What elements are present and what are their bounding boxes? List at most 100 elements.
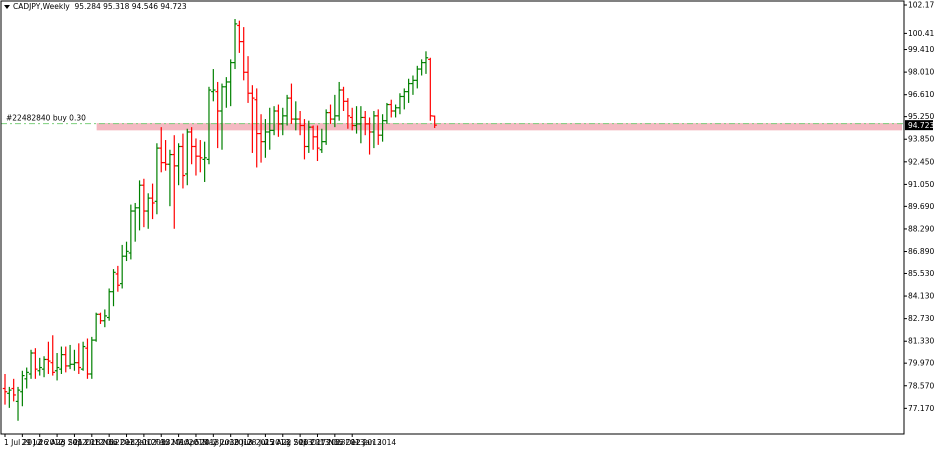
- ohlc-bar: [293, 101, 298, 131]
- ohlc-bar: [363, 111, 368, 136]
- y-tick-label: 91.050: [908, 180, 934, 189]
- dropdown-triangle-icon[interactable]: [4, 5, 10, 9]
- y-tick-label: 96.610: [908, 90, 934, 99]
- ohlc-bar: [41, 356, 47, 378]
- ohlc-bar: [276, 104, 281, 137]
- ohlc-bar: [245, 56, 251, 103]
- chart-header: CADJPY,Weekly 95.284 95.318 94.546 94.72…: [4, 2, 187, 11]
- ohlc-bar: [163, 140, 168, 171]
- y-tick-label: 92.450: [908, 157, 934, 166]
- ohlc-bar: [124, 241, 129, 262]
- ohlc-bar: [2, 373, 8, 405]
- ohlc-bar: [380, 114, 385, 142]
- y-tick-label: 77.170: [908, 404, 934, 413]
- ohlc-bar: [211, 69, 216, 102]
- x-tick-label: 13 Jan 2013: [126, 438, 171, 447]
- x-tick-label: 10 Feb 2013: [143, 438, 190, 447]
- ohlc-bar: [319, 128, 325, 153]
- ohlc-bar: [415, 65, 420, 89]
- y-tick-label: 102.170: [908, 1, 934, 10]
- ohlc-bar: [315, 125, 320, 162]
- ohlc-bar: [119, 244, 125, 289]
- ohlc-bar: [371, 111, 377, 149]
- bars-layer: [2, 19, 437, 421]
- ohlc-bar: [189, 127, 194, 165]
- ohlc-bar: [150, 183, 155, 220]
- x-tick-label: 7 Apr 2013: [178, 438, 220, 447]
- ohlc-bar: [258, 114, 264, 163]
- ohlc-bar: [219, 83, 225, 150]
- x-tick-label: 21 Oct 2012: [73, 438, 120, 447]
- ohlc-bar: [410, 75, 416, 95]
- ohlc-bar: [202, 141, 207, 182]
- ohlc-bar: [167, 149, 173, 207]
- x-tick-label: 17 Nov 2013: [316, 438, 364, 447]
- ohlc-bar: [254, 88, 259, 168]
- ohlc-bar: [15, 386, 21, 421]
- current-price-tag: [905, 120, 933, 131]
- ohlc-bar: [98, 312, 103, 324]
- ohlc-bar: [11, 378, 16, 402]
- ohlc-bar: [185, 128, 190, 186]
- y-tick-label: 82.730: [908, 314, 934, 323]
- x-tick-label: 2 Jun 2013: [212, 438, 253, 447]
- ohlc-bar: [106, 288, 112, 321]
- x-tick-label: 18 Nov 2012: [91, 438, 139, 447]
- ohlc-bar: [284, 94, 290, 126]
- ohlc-bar: [310, 125, 316, 150]
- y-tick-label: 98.010: [908, 68, 934, 77]
- ohlc-bar: [33, 348, 38, 379]
- ohlc-bar: [419, 59, 424, 76]
- ohlc-bar: [93, 312, 99, 342]
- ohlc-bar: [176, 143, 181, 186]
- ohlc-bar: [128, 204, 134, 260]
- ohlc-bar: [28, 349, 34, 379]
- ohlc-bar: [393, 104, 398, 118]
- order-line-layer: #22482840 buy 0.30: [1, 114, 904, 125]
- ohlc-bar: [137, 180, 142, 231]
- ohlc-bar: [306, 120, 311, 153]
- ohlc-bar: [63, 346, 68, 373]
- ohlc-bar: [428, 57, 433, 121]
- ohlc-bar: [406, 78, 411, 103]
- ohlc-bar: [267, 107, 272, 150]
- ohlc-bar: [228, 59, 233, 107]
- ohlc-bar: [24, 367, 29, 389]
- ohlc-bar: [402, 88, 407, 110]
- ohlc-bar: [89, 336, 94, 379]
- ohlc-bar: [345, 98, 351, 129]
- ohlc-bar: [67, 344, 73, 370]
- ohlc-bar: [263, 119, 268, 158]
- ohlc-bar: [328, 104, 333, 124]
- ohlc-bar: [271, 106, 277, 136]
- ohlc-bar: [389, 99, 394, 118]
- ohlc-bar: [206, 86, 212, 165]
- ohlc-bar: [280, 107, 285, 136]
- y-tick-label: 85.530: [908, 269, 934, 278]
- ohlc-bar: [302, 119, 307, 160]
- x-tick-label: 29 Jul 2012: [21, 438, 64, 447]
- ohlc-bar: [102, 309, 108, 328]
- ohlc-bar: [133, 202, 138, 242]
- y-tick-label: 84.130: [908, 292, 934, 301]
- y-tick-label: 86.890: [908, 247, 934, 256]
- ohlc-bar: [336, 81, 342, 121]
- x-tick-label: 5 May 2013: [195, 438, 239, 447]
- ohlc-bar: [54, 353, 60, 381]
- x-tick-label: 30 Jun 2013: [230, 438, 275, 447]
- ohlc-bar: [289, 83, 294, 124]
- y-tick-label: 100.410: [908, 29, 934, 38]
- y-tick-label: 88.290: [908, 224, 934, 233]
- x-tick-label: 22 Sep 2013: [282, 438, 330, 447]
- ohlc-bar: [76, 343, 81, 374]
- ohlc-bar: [146, 193, 151, 229]
- symbol-label: CADJPY,Weekly: [13, 2, 70, 11]
- ohlc-bar: [323, 109, 329, 145]
- ohlc-bar: [72, 349, 77, 371]
- ohlc-bar: [376, 109, 381, 145]
- ohlc-bar: [237, 20, 242, 53]
- ohlc-bar: [397, 93, 403, 115]
- ohlc-bar: [172, 135, 177, 229]
